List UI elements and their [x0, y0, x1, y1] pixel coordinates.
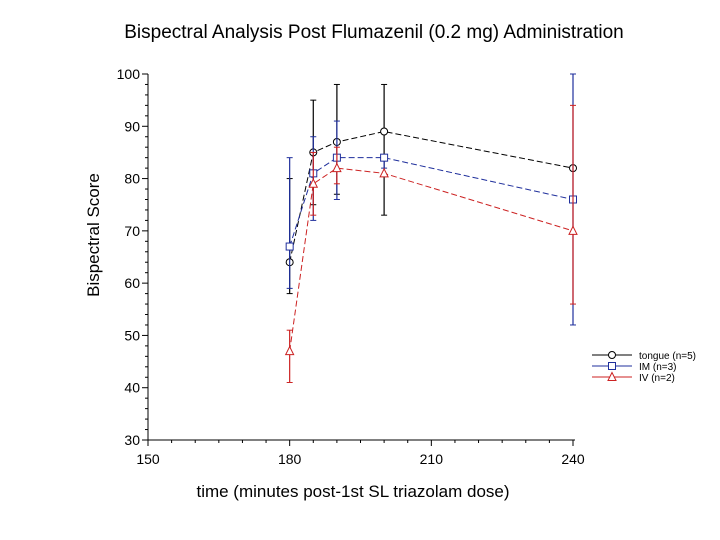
y-tick-label: 60: [124, 275, 140, 291]
y-tick-label: 90: [124, 118, 140, 134]
data-point: [380, 127, 389, 136]
data-point: [332, 162, 342, 173]
legend-marker: [608, 362, 616, 370]
chart-title: Bispectral Analysis Post Flumazenil (0.2…: [124, 22, 623, 43]
y-tick-label: 100: [117, 66, 141, 82]
legend-item-1: IM (n=3): [592, 362, 677, 373]
y-tick-label: 40: [124, 380, 140, 396]
data-point: [380, 153, 389, 162]
legend-item-0: tongue (n=5): [592, 351, 696, 362]
data-point: [284, 345, 295, 356]
series-0: [285, 83, 577, 295]
x-tick-label: 150: [136, 451, 160, 467]
data-point: [568, 225, 578, 235]
series-layer: [284, 73, 578, 383]
legend-marker: [608, 351, 616, 359]
y-tick-label: 70: [124, 223, 140, 239]
x-tick-label: 210: [420, 451, 444, 467]
y-axis-label: Bispectral Score: [84, 173, 103, 297]
y-tick-label: 50: [124, 327, 140, 343]
series-1: [285, 73, 577, 326]
x-tick-label: 240: [561, 451, 585, 467]
y-tick-label: 30: [124, 432, 140, 448]
x-tick-label: 180: [278, 451, 302, 467]
legend-label: IM (n=3): [639, 362, 677, 373]
legend-marker: [607, 371, 617, 381]
axes: 30 40 50 60 70 80 90 100 150 180 210 240: [117, 66, 585, 467]
legend-label: tongue (n=5): [639, 351, 696, 362]
series-line: [289, 167, 574, 352]
data-point: [379, 167, 389, 178]
legend-item-2: IV (n=2): [592, 371, 675, 384]
series-line: [289, 131, 574, 263]
data-point: [285, 242, 294, 251]
series-line: [289, 157, 574, 247]
legend: tongue (n=5)IM (n=3)IV (n=2): [592, 351, 696, 384]
series-2: [284, 104, 578, 383]
y-tick-label: 80: [124, 171, 140, 187]
legend-label: IV (n=2): [639, 373, 675, 384]
data-point: [308, 178, 319, 188]
x-axis-label: time (minutes post-1st SL triazolam dose…: [196, 482, 509, 501]
